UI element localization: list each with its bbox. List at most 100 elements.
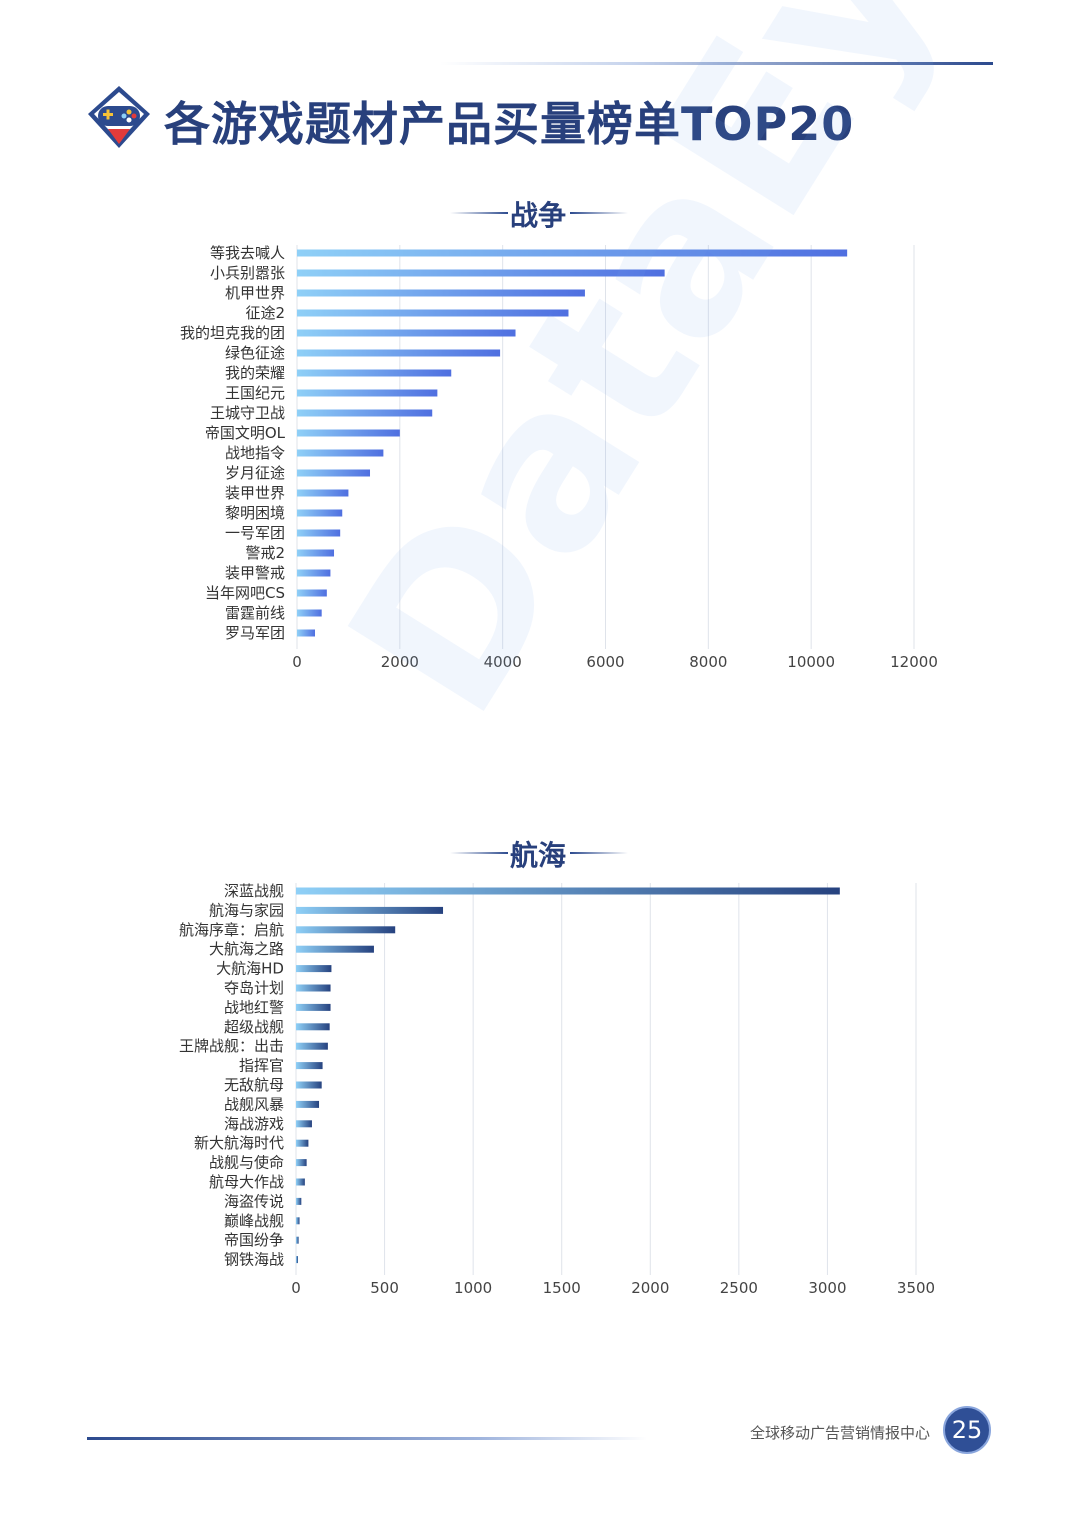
bar <box>296 1236 299 1244</box>
bar <box>297 569 331 577</box>
bar <box>296 1178 305 1186</box>
category-label: 航海序章：启航 <box>179 921 284 939</box>
category-label: 深蓝战舰 <box>224 882 284 900</box>
category-label: 超级战舰 <box>224 1018 284 1036</box>
x-tick-label: 10000 <box>787 653 835 671</box>
category-label: 帝国纷争 <box>224 1231 284 1249</box>
category-label: 指挥官 <box>239 1057 284 1075</box>
bar <box>297 269 665 277</box>
category-label: 警戒2 <box>245 544 285 562</box>
bar <box>296 1003 331 1011</box>
sea-title-line-right <box>570 852 628 854</box>
bar <box>297 449 384 457</box>
x-tick-label: 8000 <box>689 653 727 671</box>
gamepad-logo-icon <box>88 86 150 148</box>
bar <box>296 1217 300 1225</box>
category-label: 我的坦克我的团 <box>180 324 285 342</box>
category-label: 钢铁海战 <box>224 1251 284 1269</box>
category-label: 装甲世界 <box>225 484 285 502</box>
war-bar-chart: 0 2000 4000 6000 8000 10000 12000 等我去喊人小兵别嚣张机甲世… <box>180 244 938 671</box>
bar <box>296 965 332 973</box>
bar <box>296 1120 312 1128</box>
category-label: 一号军团 <box>225 524 285 542</box>
bar <box>297 469 371 477</box>
category-label: 航海与家园 <box>209 901 284 919</box>
category-label: 雷霆前线 <box>225 604 285 622</box>
sea-title-line-left <box>450 852 508 854</box>
x-tick-label: 0 <box>291 1279 301 1297</box>
x-tick-label: 12000 <box>890 653 938 671</box>
bar <box>297 369 452 377</box>
category-label: 战地红警 <box>224 998 284 1016</box>
category-label: 战地指令 <box>225 444 285 462</box>
category-label: 王城守卫战 <box>210 404 285 422</box>
category-label: 海盗传说 <box>224 1192 284 1210</box>
bar <box>297 249 848 257</box>
category-label: 罗马军团 <box>225 624 285 642</box>
bar <box>297 549 335 557</box>
category-label: 等我去喊人 <box>210 244 285 262</box>
bar <box>297 409 433 417</box>
category-label: 黎明困境 <box>225 504 285 522</box>
bar <box>296 1139 309 1147</box>
top-rule <box>440 62 993 65</box>
page-number-badge: 25 <box>943 1406 991 1454</box>
category-label: 巅峰战舰 <box>224 1212 284 1230</box>
x-tick-label: 2500 <box>720 1279 758 1297</box>
x-tick-label: 1000 <box>454 1279 492 1297</box>
category-label: 航母大作战 <box>209 1173 284 1191</box>
x-tick-label: 4000 <box>484 653 522 671</box>
bar <box>296 984 331 992</box>
x-tick-label: 3500 <box>897 1279 935 1297</box>
bar <box>296 906 444 914</box>
category-label: 小兵别嚣张 <box>210 264 285 282</box>
bar <box>296 1159 307 1167</box>
war-chart-title: 战争 <box>510 199 567 232</box>
bar <box>297 529 341 537</box>
bar <box>296 1197 302 1205</box>
category-label: 无敌航母 <box>224 1076 284 1094</box>
bar <box>296 1256 298 1264</box>
footer-text: 全球移动广告营销情报中心 <box>750 1424 931 1442</box>
bar <box>296 1042 328 1050</box>
bar <box>297 609 322 617</box>
x-tick-label: 3000 <box>808 1279 846 1297</box>
sea-bar-chart: 0 500 1000 1500 2000 2500 3000 3500 深蓝战舰航海与家园航海序… <box>179 882 935 1297</box>
sea-chart-title: 航海 <box>510 839 567 872</box>
bar <box>296 1100 320 1108</box>
x-tick-label: 0 <box>292 653 302 671</box>
category-label: 当年网吧CS <box>205 584 285 602</box>
category-label: 帝国文明OL <box>205 424 286 442</box>
bar <box>297 389 438 397</box>
category-label: 海战游戏 <box>224 1115 284 1133</box>
category-label: 战舰风暴 <box>224 1095 284 1113</box>
x-tick-label: 1500 <box>543 1279 581 1297</box>
bar <box>297 509 343 517</box>
bar <box>296 1081 322 1089</box>
bar <box>297 489 349 497</box>
category-label: 我的荣耀 <box>225 364 285 382</box>
category-label: 王国纪元 <box>225 384 285 402</box>
bar <box>296 887 840 895</box>
bottom-rule <box>87 1437 647 1440</box>
bar <box>297 289 585 297</box>
bar <box>296 1023 330 1031</box>
category-label: 新大航海时代 <box>194 1134 284 1152</box>
war-title-line-left <box>450 212 508 214</box>
category-label: 夺岛计划 <box>224 979 284 997</box>
category-label: 大航海之路 <box>209 940 284 958</box>
bar <box>296 926 396 934</box>
category-label: 战舰与使命 <box>209 1154 284 1172</box>
category-label: 征途2 <box>245 304 285 322</box>
bar <box>297 309 569 317</box>
bar <box>297 629 315 637</box>
x-tick-label: 2000 <box>381 653 419 671</box>
category-label: 王牌战舰：出击 <box>179 1037 284 1055</box>
bar <box>297 429 400 437</box>
bar <box>296 945 374 953</box>
bar <box>296 1062 323 1070</box>
x-tick-label: 500 <box>370 1279 399 1297</box>
x-tick-label: 2000 <box>631 1279 669 1297</box>
bar <box>297 329 516 337</box>
x-tick-label: 6000 <box>586 653 624 671</box>
